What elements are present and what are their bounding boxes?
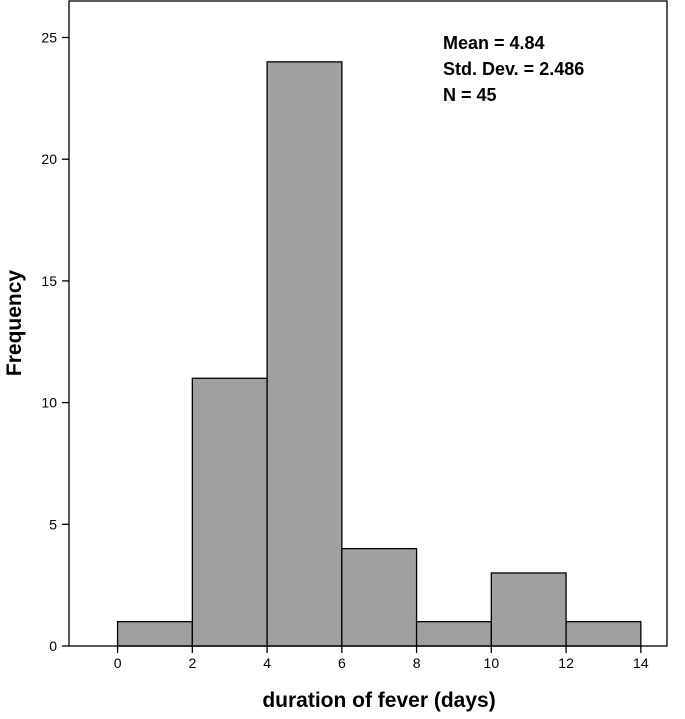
x-tick-label-0: 0: [114, 655, 122, 671]
y-tick-label-0: 0: [49, 638, 57, 654]
n-stat: N = 45: [443, 85, 497, 105]
std-dev-stat: Std. Dev. = 2.486: [443, 59, 584, 79]
histogram-bar-1: [191, 377, 268, 647]
x-axis-title: duration of fever (days): [262, 689, 495, 712]
x-tick-label-4: 8: [413, 655, 421, 671]
y-axis: 0 5 10 15 20 25: [41, 30, 69, 654]
y-tick-label-2: 10: [41, 395, 57, 411]
x-tick-label-3: 6: [338, 655, 346, 671]
y-tick-label-3: 15: [41, 273, 57, 289]
histogram-bar-0: [116, 621, 193, 647]
y-axis-title: Frequency: [3, 270, 26, 377]
x-axis: 0 2 4 6 8 10 12 14: [114, 645, 649, 671]
histogram-bar-6: [565, 621, 642, 647]
mean-stat: Mean = 4.84: [443, 33, 545, 53]
x-tick-label-5: 10: [484, 655, 500, 671]
x-tick-label-7: 14: [633, 655, 649, 671]
x-tick-label-2: 4: [263, 655, 271, 671]
y-tick-label-4: 20: [41, 151, 57, 167]
stats-box: Mean = 4.84 Std. Dev. = 2.486 N = 45: [443, 33, 584, 105]
x-tick-label-1: 2: [188, 655, 196, 671]
histogram-bar-4: [415, 621, 492, 647]
histogram-bar-5: [490, 572, 567, 647]
plot-frame: [68, 0, 668, 647]
histogram-bar-3: [341, 547, 418, 647]
bars-group: [116, 61, 642, 647]
x-tick-label-6: 12: [558, 655, 574, 671]
y-tick-label-5: 25: [41, 30, 57, 46]
y-tick-label-1: 5: [49, 516, 57, 532]
histogram-bar-2: [266, 61, 343, 647]
